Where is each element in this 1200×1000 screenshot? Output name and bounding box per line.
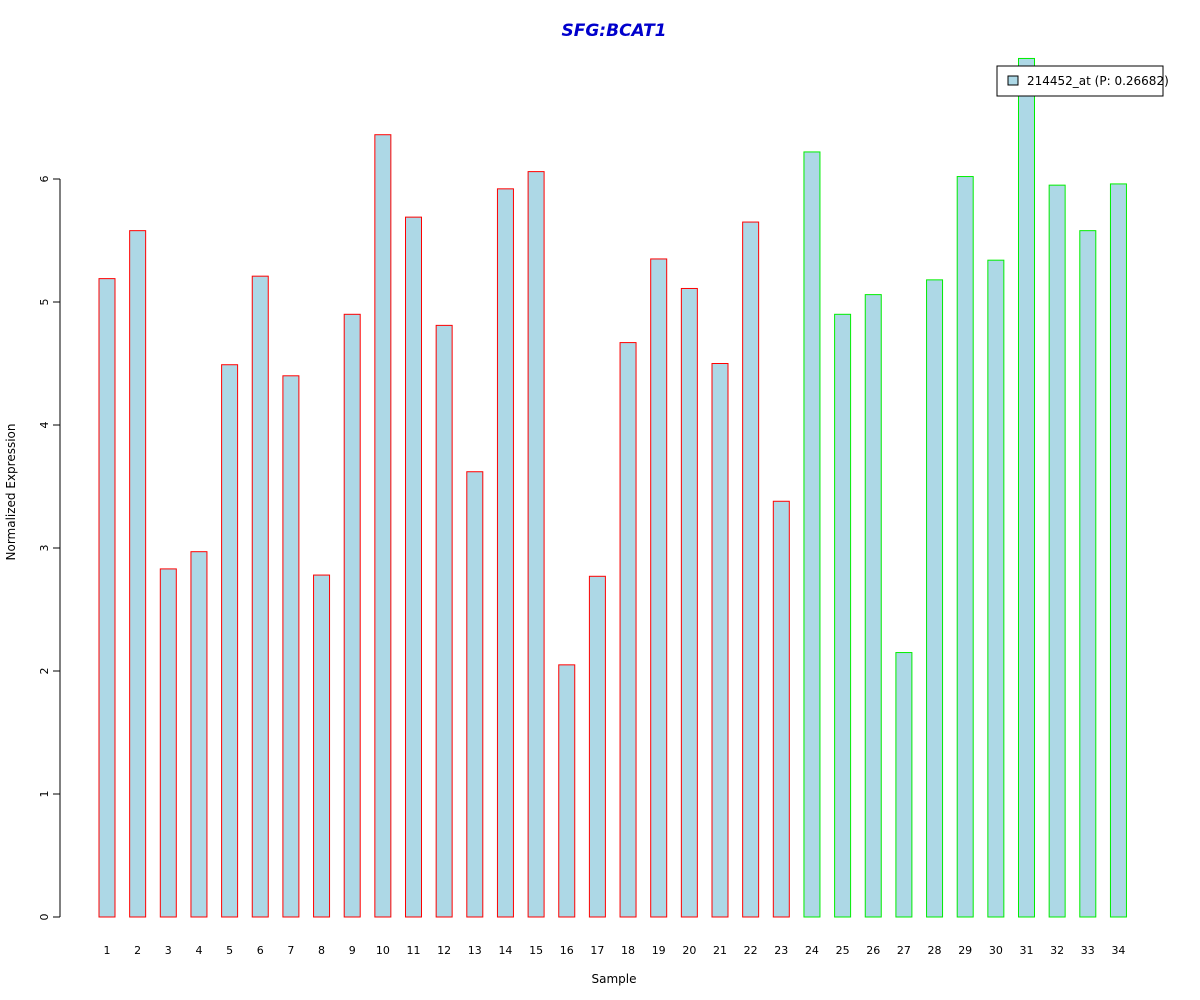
- x-tick-label: 20: [682, 944, 696, 957]
- y-tick-label: 1: [38, 791, 51, 798]
- x-tick-label: 12: [437, 944, 451, 957]
- x-tick-label: 28: [928, 944, 942, 957]
- bar-sample-24: [803, 151, 821, 918]
- bar-sample-20: [680, 287, 698, 918]
- bar-sample-11: [405, 216, 422, 918]
- bar-sample-1: [98, 278, 116, 918]
- x-tick-label: 11: [407, 944, 421, 957]
- legend-swatch: [1007, 75, 1019, 86]
- x-tick-label: 27: [897, 944, 911, 957]
- x-tick-label: 17: [590, 944, 604, 957]
- x-tick-label: 34: [1111, 944, 1125, 957]
- bar-sample-23: [772, 500, 790, 918]
- chart-title: SFG:BCAT1: [562, 21, 667, 41]
- y-axis-label: Normalized Expression: [4, 423, 18, 560]
- bar-sample-33: [1079, 230, 1097, 918]
- bar-sample-28: [926, 279, 944, 918]
- bar-sample-15: [527, 171, 545, 918]
- bar-sample-14: [496, 188, 514, 918]
- y-tick-label: 0: [38, 914, 51, 921]
- bar-sample-25: [834, 313, 852, 918]
- bar-sample-32: [1048, 184, 1066, 918]
- bar-sample-17: [588, 575, 606, 918]
- bar-sample-9: [343, 313, 361, 918]
- y-tick-label: 4: [38, 422, 51, 429]
- x-tick-label: 21: [713, 944, 727, 957]
- x-tick-label: 5: [226, 944, 233, 957]
- legend-label: 214452_at (P: 0.26682): [1027, 74, 1169, 88]
- x-tick-label: 6: [257, 944, 264, 957]
- y-tick-label: 6: [38, 176, 51, 183]
- x-axis-label: Sample: [592, 972, 637, 986]
- legend-box: [996, 65, 1164, 97]
- x-tick-label: 8: [318, 944, 325, 957]
- x-tick-label: 32: [1050, 944, 1064, 957]
- x-tick-label: 15: [529, 944, 543, 957]
- x-tick-label: 24: [805, 944, 819, 957]
- bar-sample-21: [711, 363, 729, 918]
- bar-sample-13: [466, 471, 484, 918]
- y-axis: 0 1 2 3 4 5 6: [38, 176, 61, 921]
- bar-sample-2: [129, 230, 147, 918]
- x-tick-label: 13: [468, 944, 482, 957]
- bar-sample-34: [1109, 183, 1127, 918]
- x-tick-label: 16: [560, 944, 574, 957]
- y-tick-label: 5: [38, 299, 51, 306]
- x-tick-label: 23: [774, 944, 788, 957]
- bar-sample-29: [956, 176, 974, 918]
- x-tick-label: 7: [287, 944, 294, 957]
- bar-sample-19: [650, 258, 668, 918]
- x-tick-label: 18: [621, 944, 635, 957]
- bar-sample-26: [864, 294, 882, 918]
- legend: 214452_at (P: 0.26682): [996, 65, 1169, 97]
- y-tick-label: 3: [38, 545, 51, 552]
- bar-sample-3: [159, 568, 177, 918]
- bar-sample-30: [987, 259, 1005, 918]
- x-tick-label: 22: [744, 944, 758, 957]
- bar-sample-22: [742, 221, 760, 918]
- x-tick-labels: 1 2 3 4 5 6 7 8 9 10 11 12 13 14 15 16 17 18 19 20 21 22 23 24 2…: [104, 944, 1126, 957]
- bar-sample-12: [435, 324, 453, 918]
- x-tick-label: 33: [1081, 944, 1095, 957]
- x-tick-label: 19: [652, 944, 666, 957]
- x-tick-label: 1: [104, 944, 111, 957]
- bar-sample-5: [221, 364, 239, 918]
- bar-sample-8: [313, 574, 331, 918]
- bar-sample-18: [619, 342, 637, 918]
- x-tick-label: 31: [1020, 944, 1034, 957]
- x-tick-label: 4: [195, 944, 202, 957]
- x-tick-label: 9: [349, 944, 356, 957]
- x-tick-label: 26: [866, 944, 880, 957]
- bar-sample-31: [1018, 57, 1035, 918]
- x-tick-label: 14: [498, 944, 512, 957]
- bar-sample-4: [190, 551, 208, 918]
- bar-sample-16: [558, 664, 576, 918]
- bar-sample-10: [374, 134, 392, 918]
- y-tick-label: 2: [38, 668, 51, 675]
- x-tick-label: 29: [958, 944, 972, 957]
- x-tick-label: 2: [134, 944, 141, 957]
- bar-sample-6: [251, 275, 269, 918]
- bar-sample-27: [895, 652, 913, 918]
- bar-sample-7: [282, 375, 300, 918]
- x-tick-label: 30: [989, 944, 1003, 957]
- x-tick-label: 3: [165, 944, 172, 957]
- x-tick-label: 10: [376, 944, 390, 957]
- bars-group: [98, 57, 1127, 918]
- x-tick-label: 25: [836, 944, 850, 957]
